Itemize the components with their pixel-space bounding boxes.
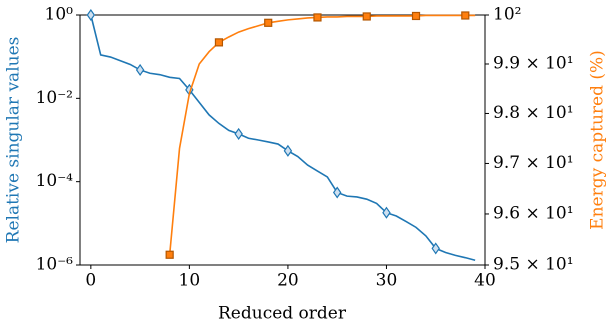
marker <box>234 127 243 140</box>
x-tick-label: 0 <box>85 271 96 291</box>
x-tick-label: 10 <box>179 271 201 291</box>
marker <box>283 144 293 157</box>
x-axis-label: Reduced order <box>218 304 347 324</box>
marker <box>214 38 224 47</box>
marker <box>332 186 342 199</box>
marker <box>165 250 174 259</box>
y-tick-label: 10⁻² <box>36 88 73 108</box>
marker <box>431 242 440 255</box>
marker <box>135 63 145 76</box>
marker <box>264 18 273 27</box>
y2-tick-label: 9.6 × 10¹ <box>493 203 574 223</box>
y2-tick-label: 9.8 × 10¹ <box>493 103 574 123</box>
x-tick-label: 30 <box>376 271 398 291</box>
y-tick-label: 10⁰ <box>45 5 74 25</box>
y2-tick-label: 10² <box>493 5 521 25</box>
x-tick-label: 20 <box>277 271 299 291</box>
marker <box>86 8 96 22</box>
series-line <box>90 14 476 262</box>
y-axis-label: Relative singular values <box>4 37 24 244</box>
marker <box>461 11 470 20</box>
marker <box>362 12 371 21</box>
y2-tick-label: 9.9 × 10¹ <box>493 53 574 73</box>
marker <box>313 13 322 22</box>
y-tick-label: 10⁻⁴ <box>36 171 74 191</box>
marker <box>411 11 421 21</box>
y-tick-label: 10⁻⁶ <box>36 255 74 275</box>
y2-tick-label: 9.7 × 10¹ <box>493 153 574 173</box>
x-tick-label: 40 <box>474 271 496 291</box>
marker <box>382 206 391 219</box>
series-line <box>168 14 476 255</box>
y2-tick-label: 9.5 × 10¹ <box>493 255 574 275</box>
plot-frame <box>79 14 486 266</box>
y2-axis-label: Energy captured (%) <box>588 50 608 230</box>
